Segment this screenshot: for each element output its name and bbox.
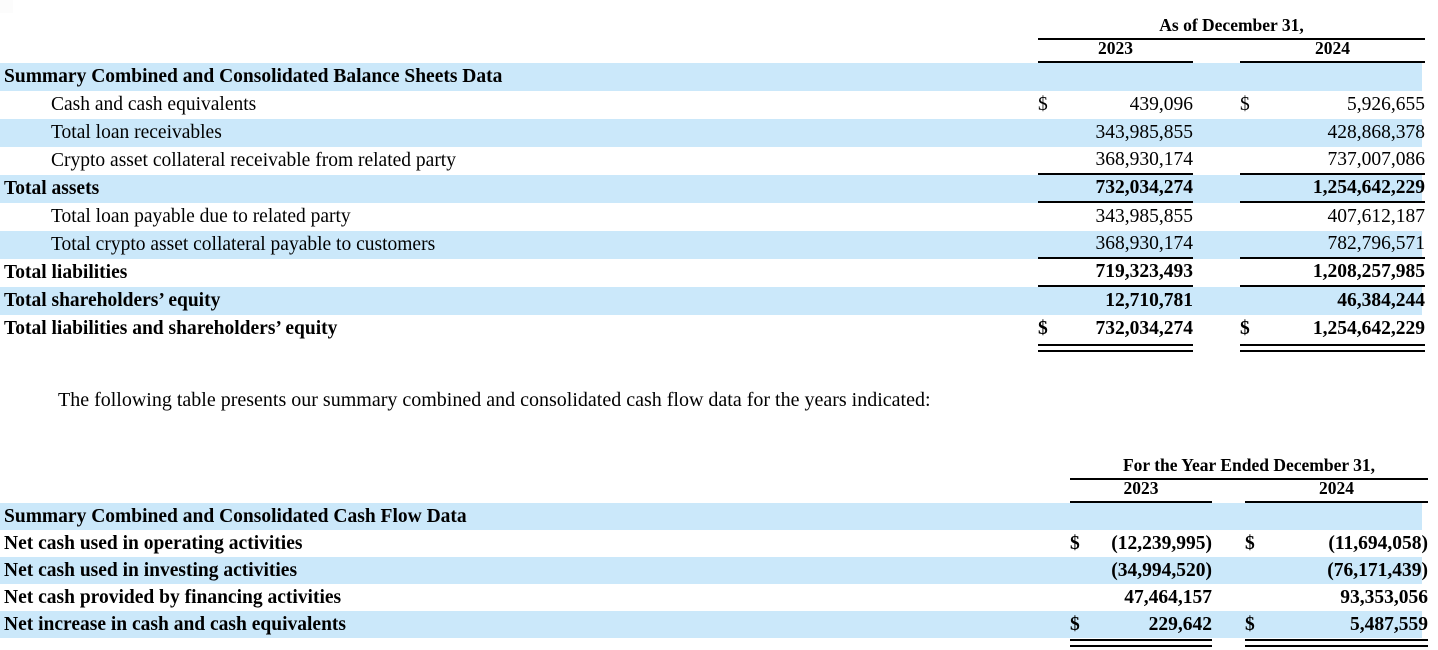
table-row: Crypto asset collateral receivable from … xyxy=(0,147,1438,175)
value-2023: 229,642 xyxy=(1148,613,1212,635)
table-row: Cash and cash equivalents $439,096 $5,92… xyxy=(0,91,1438,119)
cashflow-col-2023: 2023 xyxy=(1070,478,1212,503)
corner-artifact xyxy=(0,0,13,13)
row-label: Net cash provided by financing activitie… xyxy=(4,586,342,608)
value-2023: 732,034,274 xyxy=(1095,177,1194,198)
double-underline xyxy=(0,638,1438,647)
row-label: Total loan receivables xyxy=(51,122,222,143)
table-row: Net cash used in investing activities (3… xyxy=(0,557,1438,584)
dollar-sign: $ xyxy=(1070,532,1080,554)
table-row: Total loan payable due to related party … xyxy=(0,203,1438,231)
dollar-sign: $ xyxy=(1038,94,1048,115)
value-2024: 1,208,257,985 xyxy=(1312,261,1425,282)
row-label: Net cash used in investing activities xyxy=(4,559,298,581)
row-label: Net cash used in operating activities xyxy=(4,532,303,554)
value-2023: 732,034,274 xyxy=(1095,318,1194,339)
value-2024: 1,254,642,229 xyxy=(1312,318,1425,339)
double-underline xyxy=(0,343,1438,352)
value-2024: 93,353,056 xyxy=(1340,586,1428,608)
value-2023: 368,930,174 xyxy=(1095,233,1194,254)
row-label: Crypto asset collateral receivable from … xyxy=(51,150,456,171)
row-label: Total shareholders’ equity xyxy=(4,290,221,311)
value-2024: 5,487,559 xyxy=(1350,613,1428,635)
value-2024: 5,926,655 xyxy=(1347,94,1425,115)
table-row: Total shareholders’ equity 12,710,781 46… xyxy=(0,287,1438,315)
table-row: Total loan receivables 343,985,855 428,8… xyxy=(0,119,1438,147)
intro-paragraph: The following table presents our summary… xyxy=(58,389,931,411)
table-row: Summary Combined and Consolidated Cash F… xyxy=(0,503,1438,530)
dollar-sign: $ xyxy=(1245,532,1255,554)
value-2023: 368,930,174 xyxy=(1095,149,1194,170)
row-label: Cash and cash equivalents xyxy=(51,94,257,115)
row-label: Summary Combined and Consolidated Balanc… xyxy=(4,66,503,87)
cashflow-table-header: For the Year Ended December 31, xyxy=(0,454,1438,480)
table-row: Net cash used in operating activities $ (… xyxy=(0,530,1438,557)
dollar-sign: $ xyxy=(1070,613,1080,635)
cashflow-col-2024: 2024 xyxy=(1245,478,1428,503)
table-row: Net cash provided by financing activitie… xyxy=(0,584,1438,611)
value-2024: 428,868,378 xyxy=(1327,122,1426,143)
value-2023: (12,239,995) xyxy=(1111,532,1212,554)
value-2024: 782,796,571 xyxy=(1327,233,1426,254)
table-row: Total liabilities and shareholders’ equi… xyxy=(0,315,1438,343)
value-2024: 737,007,086 xyxy=(1327,149,1426,170)
value-2023: 47,464,157 xyxy=(1124,586,1212,608)
cashflow-table-year-header: 2023 2024 xyxy=(0,478,1438,503)
value-2023: (34,994,520) xyxy=(1111,559,1212,581)
table-row: Total assets 732,034,274 1,254,642,229 xyxy=(0,175,1438,203)
row-label: Total crypto asset collateral payable to… xyxy=(51,234,436,255)
value-2024: (11,694,058) xyxy=(1328,532,1428,554)
value-2023: 343,985,855 xyxy=(1095,122,1194,143)
value-2023: 12,710,781 xyxy=(1105,290,1193,311)
value-2023: 719,323,493 xyxy=(1095,261,1194,282)
row-label: Total loan payable due to related party xyxy=(51,206,351,227)
balance-sheets-table: As of December 31, 2023 2024 Summary Com… xyxy=(0,14,1438,352)
row-label: Total liabilities and shareholders’ equi… xyxy=(4,318,338,339)
value-2024: (76,171,439) xyxy=(1327,559,1428,581)
value-2023: 439,096 xyxy=(1129,94,1193,115)
dollar-sign: $ xyxy=(1245,613,1255,635)
cashflow-header-title: For the Year Ended December 31, xyxy=(1070,455,1428,480)
table-row: Total crypto asset collateral payable to… xyxy=(0,231,1438,259)
table-row: Net increase in cash and cash equivalent… xyxy=(0,611,1438,638)
balance-header-title: As of December 31, xyxy=(1038,15,1425,40)
row-label: Summary Combined and Consolidated Cash F… xyxy=(4,505,467,527)
cash-flow-table: For the Year Ended December 31, 2023 202… xyxy=(0,454,1438,647)
balance-table-header: As of December 31, xyxy=(0,14,1438,40)
dollar-sign: $ xyxy=(1240,318,1250,339)
value-2024: 46,384,244 xyxy=(1337,290,1425,311)
dollar-sign: $ xyxy=(1240,94,1250,115)
balance-table-year-header: 2023 2024 xyxy=(0,38,1438,63)
value-2023: 343,985,855 xyxy=(1095,206,1194,227)
value-2024: 1,254,642,229 xyxy=(1312,177,1425,198)
value-2024: 407,612,187 xyxy=(1327,206,1426,227)
row-label: Total liabilities xyxy=(4,262,128,283)
table-row: Total liabilities 719,323,493 1,208,257,… xyxy=(0,259,1438,287)
balance-col-2023: 2023 xyxy=(1038,38,1193,63)
balance-col-2024: 2024 xyxy=(1240,38,1425,63)
dollar-sign: $ xyxy=(1038,318,1048,339)
row-label: Total assets xyxy=(4,178,100,199)
table-row: Summary Combined and Consolidated Balanc… xyxy=(0,63,1438,91)
row-label: Net increase in cash and cash equivalent… xyxy=(4,613,346,635)
